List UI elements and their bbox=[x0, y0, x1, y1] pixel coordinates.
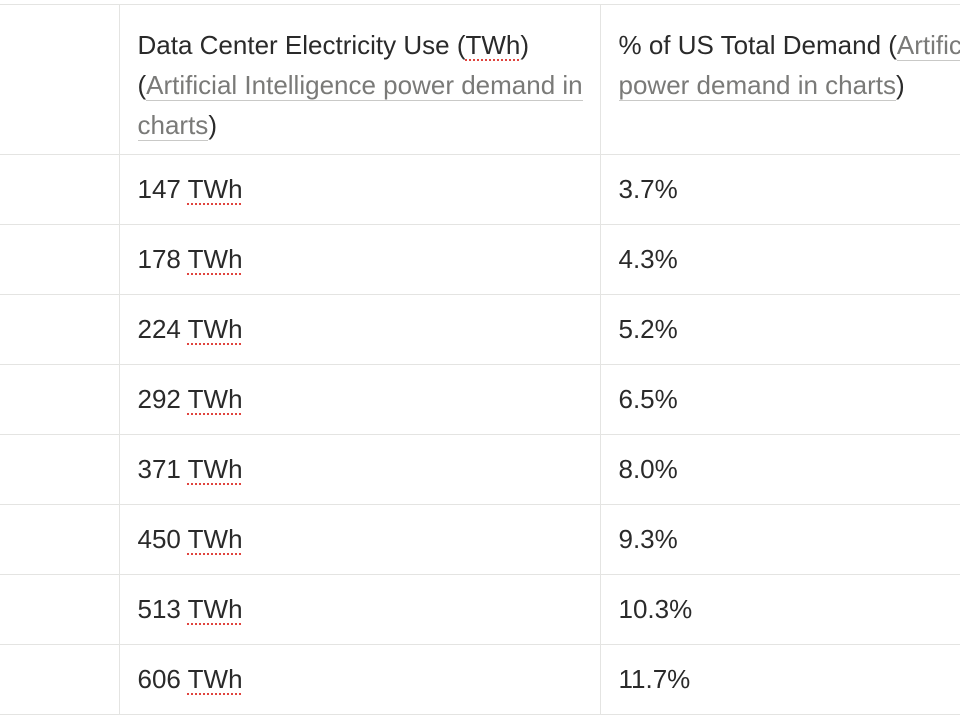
cell-electricity-use: 371 TWh bbox=[118, 434, 601, 505]
electricity-use-unit: TWh bbox=[187, 314, 243, 344]
cell-electricity-use: 450 TWh bbox=[118, 504, 601, 575]
header-electricity-use-unit: TWh bbox=[465, 30, 521, 60]
table-row: 450 TWh 9.3% bbox=[0, 504, 960, 575]
cell-row-label bbox=[0, 294, 120, 365]
cell-row-label bbox=[0, 574, 120, 645]
cell-row-label bbox=[0, 644, 120, 715]
electricity-use-value: 606 bbox=[137, 664, 181, 694]
header-cell-label bbox=[0, 4, 120, 155]
electricity-use-value: 292 bbox=[137, 384, 181, 414]
table-row: 513 TWh 10.3% bbox=[0, 574, 960, 645]
cell-electricity-use: 178 TWh bbox=[118, 224, 601, 295]
header-us-demand-close-paren: ) bbox=[895, 70, 905, 100]
electricity-use-value: 224 bbox=[137, 314, 181, 344]
cell-electricity-use: 606 TWh bbox=[118, 644, 601, 715]
electricity-use-unit: TWh bbox=[187, 244, 243, 274]
table-header-row: Data Center Electricity Use (TWh) (Artifi… bbox=[0, 4, 960, 155]
source-link-us-demand[interactable]: Artificial Intelligence power demand in … bbox=[618, 30, 960, 101]
cell-us-demand-share: 3.7% bbox=[599, 154, 960, 225]
electricity-use-unit: TWh bbox=[187, 664, 243, 694]
electricity-use-value: 371 bbox=[137, 454, 181, 484]
electricity-use-unit: TWh bbox=[187, 454, 243, 484]
table-row: 224 TWh 5.2% bbox=[0, 294, 960, 365]
cell-row-label bbox=[0, 364, 120, 435]
cell-electricity-use: 292 TWh bbox=[118, 364, 601, 435]
cell-us-demand-share: 8.0% bbox=[599, 434, 960, 505]
electricity-use-value: 178 bbox=[137, 244, 181, 274]
electricity-use-unit: TWh bbox=[187, 384, 243, 414]
electricity-use-unit: TWh bbox=[187, 594, 243, 624]
header-electricity-use-close-paren: ) bbox=[208, 110, 217, 140]
electricity-use-unit: TWh bbox=[187, 524, 243, 554]
cell-row-label bbox=[0, 504, 120, 575]
table-row: 606 TWh 11.7% bbox=[0, 644, 960, 715]
header-electricity-use-open-paren: ( bbox=[137, 70, 147, 100]
cell-row-label bbox=[0, 434, 120, 505]
electricity-use-value: 513 bbox=[137, 594, 181, 624]
cell-row-label bbox=[0, 224, 120, 295]
table-row: 292 TWh 6.5% bbox=[0, 364, 960, 435]
cell-us-demand-share: 5.2% bbox=[599, 294, 960, 365]
electricity-use-value: 147 bbox=[137, 174, 181, 204]
header-cell-us-demand-share: % of US Total Demand (Artificial Intelli… bbox=[599, 4, 960, 155]
data-table-container: Data Center Electricity Use (TWh) (Artifi… bbox=[0, 4, 960, 716]
cell-row-label bbox=[0, 154, 120, 225]
cell-us-demand-share: 6.5% bbox=[599, 364, 960, 435]
electricity-use-unit: TWh bbox=[187, 174, 243, 204]
header-us-demand-title: % of US Total Demand ( bbox=[618, 30, 897, 60]
cell-us-demand-share: 9.3% bbox=[599, 504, 960, 575]
header-cell-electricity-use: Data Center Electricity Use (TWh) (Artifi… bbox=[118, 4, 601, 155]
cell-electricity-use: 513 TWh bbox=[118, 574, 601, 645]
header-electricity-use-title: Data Center Electricity Use ( bbox=[137, 30, 466, 60]
cell-us-demand-share: 4.3% bbox=[599, 224, 960, 295]
header-electricity-use-close: ) bbox=[520, 30, 530, 60]
table-row: 371 TWh 8.0% bbox=[0, 434, 960, 505]
table-row: 147 TWh 3.7% bbox=[0, 154, 960, 225]
cell-electricity-use: 224 TWh bbox=[118, 294, 601, 365]
cell-us-demand-share: 10.3% bbox=[599, 574, 960, 645]
cell-electricity-use: 147 TWh bbox=[118, 154, 601, 225]
electricity-use-value: 450 bbox=[137, 524, 181, 554]
table-row: 178 TWh 4.3% bbox=[0, 224, 960, 295]
cell-us-demand-share: 11.7% bbox=[599, 644, 960, 715]
source-link-electricity-use[interactable]: Artificial Intelligence power demand in … bbox=[137, 70, 583, 141]
data-center-demand-table: Data Center Electricity Use (TWh) (Artifi… bbox=[0, 4, 960, 715]
